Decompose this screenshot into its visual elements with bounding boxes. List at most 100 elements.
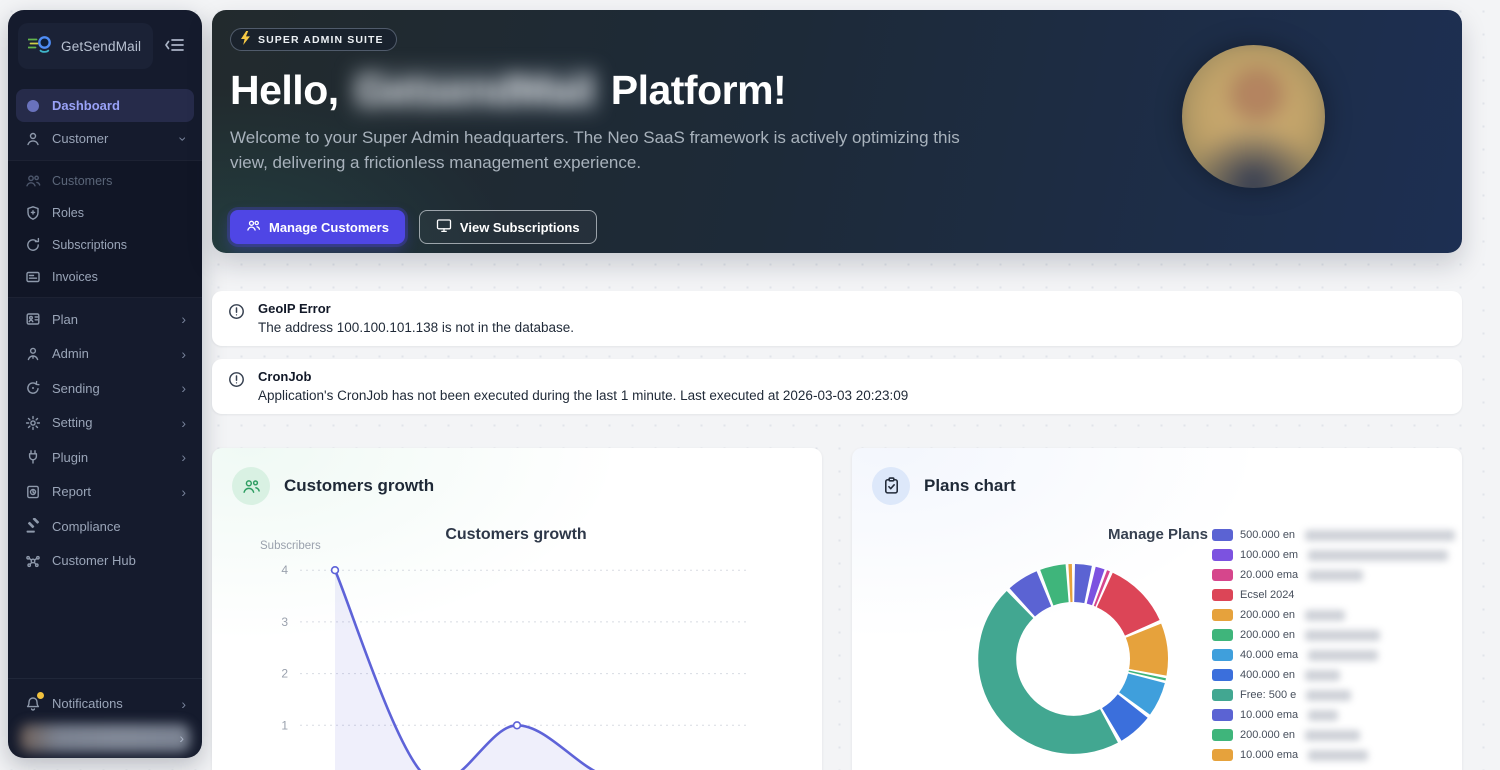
hub-icon [24,552,41,569]
monitor-icon [436,218,452,236]
legend-label: 500.000 en [1240,529,1296,541]
sidebar-item-label: Customer [52,131,109,146]
legend-item-0[interactable]: 500.000 en [1212,525,1456,545]
legend-item-3[interactable]: Ecsel 2024 [1212,585,1455,605]
sidebar-item-customer[interactable]: Customer › [16,122,194,155]
legend-item-10[interactable]: 200.000 en [1212,725,1455,745]
sidebar-item-dashboard[interactable]: Dashboard [16,89,194,122]
people-icon [232,467,270,505]
card-header: Customers growth [212,448,822,505]
sidebar-item-notifications[interactable]: Notifications › [16,687,194,720]
alert-cronjob: CronJob Application's CronJob has not be… [212,359,1462,414]
redacted-label-blur [1305,669,1341,681]
sidebar-item-label: Compliance [52,518,121,534]
sidebar-item-setting[interactable]: Setting › [16,406,194,441]
redacted-label-blur [1305,729,1361,741]
sidebar-item-roles[interactable]: Roles [16,197,194,229]
redacted-label-blur [1305,529,1456,541]
sidebar-item-sending[interactable]: Sending › [16,371,194,406]
sidebar-item-admin[interactable]: Admin › [16,337,194,372]
notification-badge-dot [37,692,44,699]
legend-label: 10.000 ema [1240,709,1299,721]
chevron-right-icon: › [179,730,184,746]
hero-actions: Manage Customers View Subscriptions [230,210,1462,244]
gavel-icon [24,518,41,535]
sidebar-item-customer-hub[interactable]: Customer Hub [16,544,194,579]
invoice-icon [24,269,41,286]
plans-legend: 500.000 en 100.000 em 20.000 ema Ecsel 2024… [1212,525,1456,765]
legend-swatch [1212,729,1233,741]
legend-item-8[interactable]: Free: 500 e [1212,685,1455,705]
chevron-right-icon: › [181,483,186,500]
sidebar-item-label: Notifications [52,696,123,711]
sidebar-nav: Dashboard Customer › Customers Roles Subscri… [8,79,202,758]
legend-label: 20.000 ema [1240,569,1299,581]
legend-item-4[interactable]: 200.000 en [1212,605,1455,625]
svg-text:4: 4 [281,563,288,577]
legend-swatch [1212,529,1233,541]
avatar [1182,45,1325,188]
manage-customers-label: Manage Customers [269,219,389,235]
legend-item-1[interactable]: 100.000 em [1212,545,1455,565]
sidebar-item-report[interactable]: Report › [16,475,194,510]
sidebar-item-label: Report [52,484,92,500]
bell-icon [24,692,44,712]
legend-swatch [1212,669,1233,681]
legend-item-6[interactable]: 40.000 ema [1212,645,1455,665]
gear-icon [24,414,41,431]
svg-text:2: 2 [281,667,288,681]
sidebar-item-plan[interactable]: Plan › [16,302,194,337]
legend-item-5[interactable]: 200.000 en [1212,625,1455,645]
sidebar-item-invoices[interactable]: Invoices [16,261,194,293]
legend-swatch [1212,749,1233,761]
legend-swatch [1212,609,1233,621]
sidebar-item-subscriptions[interactable]: Subscriptions [16,229,194,261]
alert-circle-icon [228,371,245,403]
admin-user-icon [24,345,41,362]
view-subscriptions-button[interactable]: View Subscriptions [418,210,597,244]
redacted-label-blur [1305,629,1381,641]
y-axis-label: Subscribers [260,540,321,552]
legend-item-11[interactable]: 10.000 ema [1212,745,1455,765]
redacted-label-blur [1308,569,1364,581]
chevron-down-icon: › [175,136,192,141]
chevron-right-icon: › [181,414,186,431]
legend-item-7[interactable]: 400.000 en [1212,665,1455,685]
card-title: Customers growth [284,476,435,495]
sidebar-item-compliance[interactable]: Compliance [16,509,194,544]
sidebar-item-label: Dashboard [52,98,120,113]
greeting-suffix: Platform! [610,67,787,113]
sidebar-profile-item[interactable]: › [16,722,194,754]
avatar-blurred-photo [1182,45,1325,188]
plans-chart-card: Plans chart Manage Plans 500.000 en 100.0… [852,448,1462,770]
sidebar-collapse-button[interactable] [162,34,188,59]
app-logo[interactable]: GetSendMail [18,23,154,69]
main-content: SUPER ADMIN SUITE Hello, GetsendMail Pla… [212,0,1462,770]
card-header: Plans chart [852,448,1462,505]
chevron-right-icon: › [181,380,186,397]
redacted-label-blur [1308,749,1369,761]
legend-swatch [1212,709,1233,721]
greeting-prefix: Hello, [230,67,339,113]
redacted-label-blur [1308,709,1339,721]
chevron-right-icon: › [181,695,186,712]
legend-swatch [1212,549,1233,561]
super-admin-badge: SUPER ADMIN SUITE [230,28,397,51]
donut-chart-title: Manage Plans [1107,526,1208,543]
charts-row: Customers growth Customers growth Subscr… [212,448,1462,770]
report-icon [24,483,41,500]
clipboard-check-icon [872,467,910,505]
sidebar-item-label: Invoices [52,270,98,284]
legend-item-2[interactable]: 20.000 ema [1212,565,1455,585]
legend-item-9[interactable]: 10.000 ema [1212,705,1455,725]
sidebar-item-label: Sending [52,380,100,396]
manage-customers-button[interactable]: Manage Customers [230,210,405,244]
sidebar-item-label: Roles [52,206,84,220]
sidebar-item-customers[interactable]: Customers [16,165,194,197]
sidebar-item-label: Subscriptions [52,238,128,252]
sidebar-item-plugin[interactable]: Plugin › [16,440,194,475]
greeting-redacted-blur: GetsendMail [349,66,600,114]
redacted-label-blur [1305,609,1346,621]
sidebar-item-label: Plugin [52,449,89,465]
